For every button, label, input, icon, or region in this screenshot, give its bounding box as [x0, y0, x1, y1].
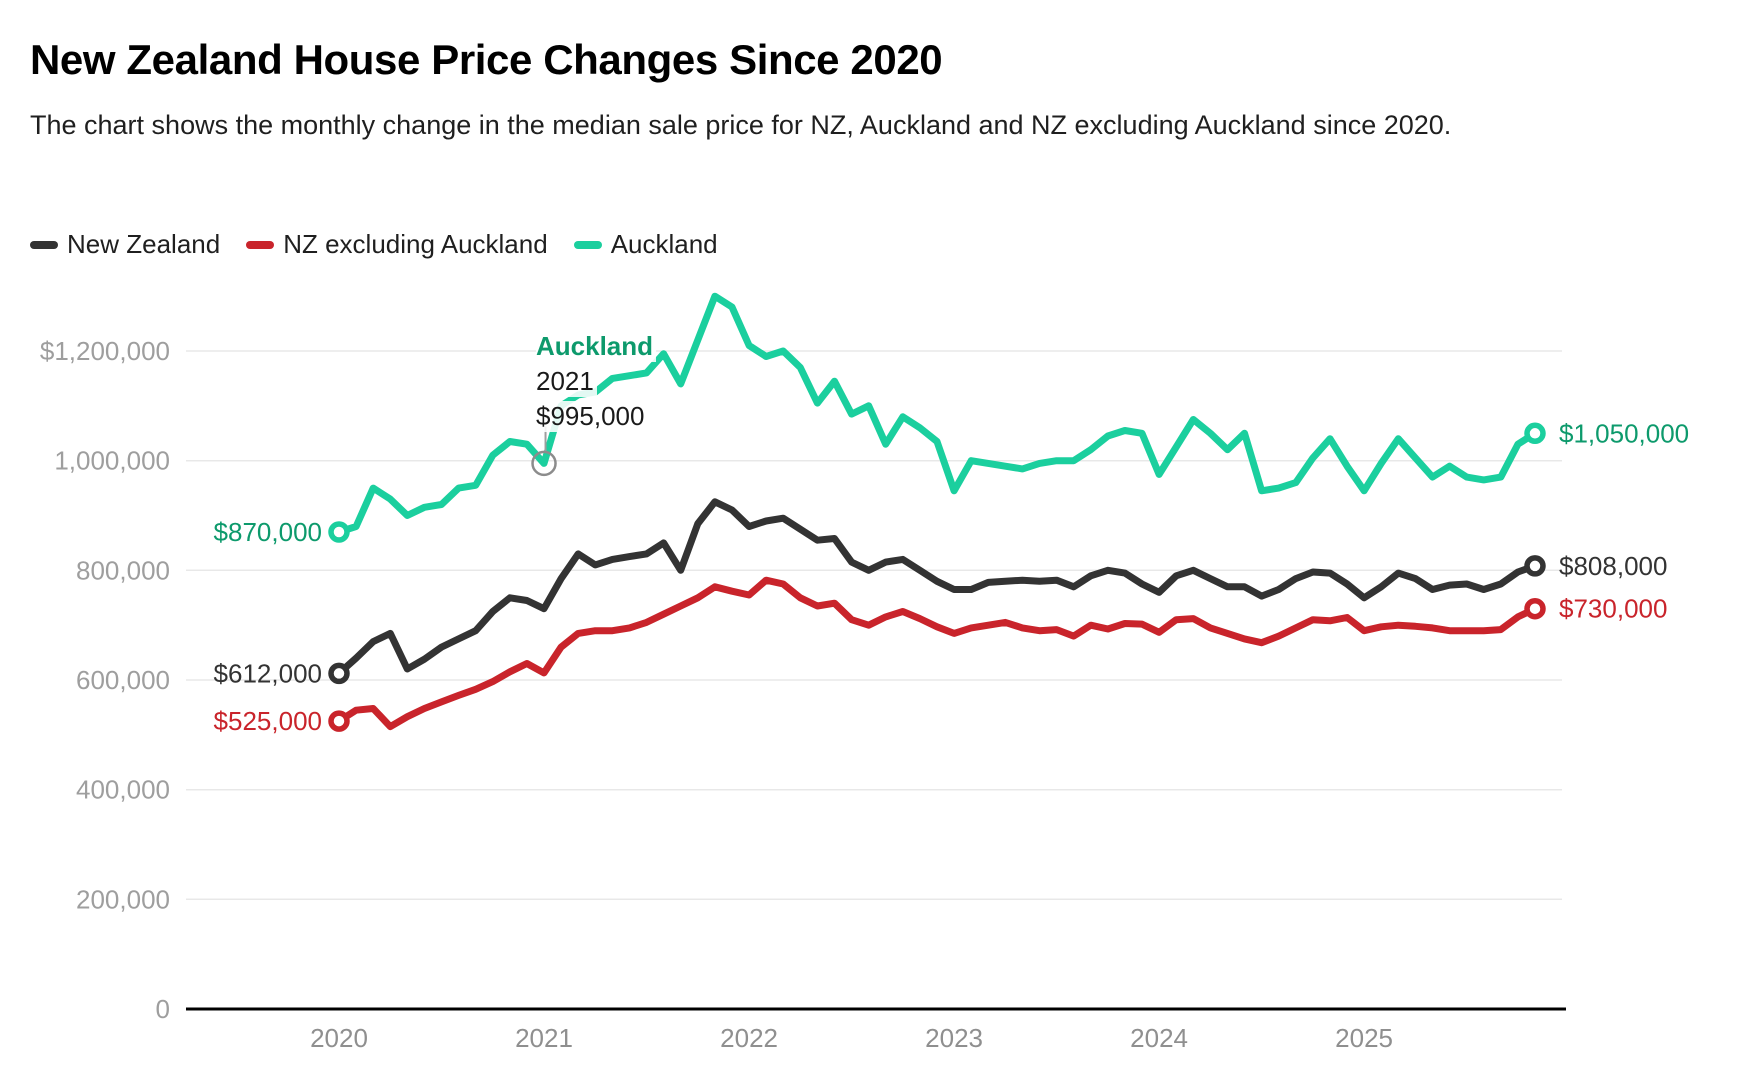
chart-title: New Zealand House Price Changes Since 20… — [30, 36, 943, 83]
series-end-marker-nz-excluding-auckland — [1524, 597, 1546, 620]
x-tick-label: 2023 — [925, 1023, 983, 1053]
series-line-nz-excluding-auckland[interactable] — [335, 576, 1539, 731]
legend-swatch-new-zealand — [30, 240, 58, 249]
tooltip-value: $995,000 — [536, 401, 648, 432]
tooltip: Auckland 2021 $995,000 — [536, 331, 657, 436]
legend-item-auckland: Auckland — [573, 229, 718, 260]
tooltip-series-name: Auckland — [536, 331, 657, 362]
y-tick-label: 400,000 — [76, 775, 170, 805]
legend-swatch-nz-excluding-auckland — [246, 240, 275, 249]
tooltip-year: 2021 — [536, 366, 597, 397]
legend-label-new-zealand: New Zealand — [67, 229, 221, 259]
chart-subtitle: The chart shows the monthly change in th… — [30, 110, 1452, 140]
series-start-label-nz-excluding-auckland: $525,000 — [214, 706, 322, 736]
y-tick-label: 0 — [156, 994, 170, 1024]
x-tick-label: 2024 — [1130, 1023, 1188, 1053]
y-tick-label: 800,000 — [76, 555, 170, 585]
y-tick-label: 200,000 — [76, 884, 170, 914]
series-end-label-new-zealand: $808,000 — [1559, 551, 1667, 581]
y-tick-label: 1,000,000 — [54, 446, 170, 476]
series-start-marker-auckland — [328, 521, 350, 543]
legend-label-nz-excluding-auckland: NZ excluding Auckland — [283, 229, 548, 259]
tooltip-marker-circle — [531, 450, 557, 477]
series-start-label-new-zealand: $612,000 — [214, 658, 322, 688]
series-end-marker-new-zealand — [1524, 555, 1546, 577]
x-tick-label: 2022 — [720, 1023, 778, 1053]
legend-item-new-zealand: New Zealand — [30, 229, 220, 260]
x-tick-label: 2025 — [1335, 1023, 1393, 1053]
series-start-label-auckland: $870,000 — [214, 517, 322, 547]
legend-item-nz-excluding-auckland: NZ excluding Auckland — [246, 229, 548, 260]
series-start-marker-nz-excluding-auckland — [328, 710, 350, 732]
x-tick-label: 2021 — [515, 1023, 573, 1053]
series-line-auckland[interactable] — [335, 292, 1539, 536]
series-line-new-zealand[interactable] — [335, 498, 1539, 677]
legend-label-auckland: Auckland — [610, 229, 718, 259]
series-start-marker-new-zealand — [328, 662, 350, 685]
series-end-marker-auckland — [1524, 422, 1546, 445]
x-tick-label: 2020 — [310, 1023, 368, 1053]
chart-header: New Zealand House Price Changes Since 20… — [30, 36, 1722, 144]
series-end-label-nz-excluding-auckland: $730,000 — [1559, 594, 1667, 624]
series-end-label-auckland: $1,050,000 — [1559, 418, 1689, 448]
legend: New Zealand NZ excluding Auckland Auckla… — [30, 229, 718, 260]
legend-swatch-auckland — [573, 240, 602, 249]
y-tick-label: $1,200,000 — [40, 336, 170, 366]
y-tick-label: 600,000 — [76, 665, 170, 695]
